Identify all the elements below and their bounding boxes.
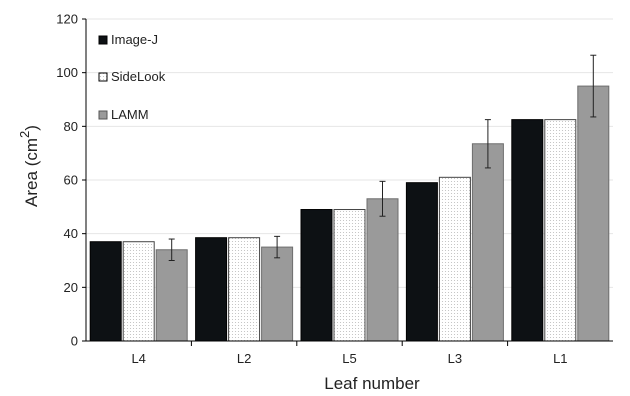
bar-image-j-l1 — [511, 119, 544, 342]
legend-label-image-j: Image-J — [111, 32, 158, 47]
bar-image-j-l5 — [300, 209, 333, 342]
legend-swatch-sidelook — [98, 72, 108, 82]
y-tick-label: 40 — [64, 226, 78, 241]
bar-image-j-l3 — [405, 182, 438, 342]
bar-image-j-l2 — [195, 237, 228, 342]
bars — [89, 85, 610, 342]
axes: 0 20 40 60 80 100 120 L4 L2 L5 L3 L1 — [56, 12, 613, 366]
legend-swatch-image-j — [98, 35, 108, 45]
y-axis-label: Area (cm2) — [17, 125, 41, 207]
bar-sidelook-l5 — [333, 209, 366, 342]
x-tick-label: L2 — [237, 351, 251, 366]
bar-lamm-l1 — [577, 85, 610, 342]
y-tick-label: 120 — [56, 12, 78, 27]
bar-lamm-l4 — [155, 249, 188, 342]
error-bars — [168, 54, 597, 261]
bar-sidelook-l4 — [122, 241, 155, 342]
bar-lamm-l3 — [471, 143, 504, 342]
bar-sidelook-l3 — [438, 176, 471, 342]
legend-swatch-lamm — [98, 110, 108, 120]
bar-image-j-l4 — [89, 241, 122, 342]
bar-sidelook-l2 — [228, 237, 261, 342]
y-tick-label: 0 — [71, 334, 78, 349]
x-axis-label: Leaf number — [324, 374, 420, 393]
y-tick-label: 60 — [64, 173, 78, 188]
legend-label-sidelook: SideLook — [111, 69, 166, 84]
x-tick-label: L5 — [342, 351, 356, 366]
bar-lamm-l5 — [366, 198, 399, 342]
bar-sidelook-l1 — [544, 119, 577, 342]
x-tick-label: L4 — [131, 351, 145, 366]
y-tick-label: 80 — [64, 119, 78, 134]
bar-lamm-l2 — [261, 246, 294, 342]
x-tick-label: L3 — [448, 351, 462, 366]
y-tick-label: 100 — [56, 65, 78, 80]
legend-label-lamm: LAMM — [111, 107, 149, 122]
x-tick-label: L1 — [553, 351, 567, 366]
y-tick-label: 20 — [64, 280, 78, 295]
legend: Image-J SideLook LAMM — [98, 32, 166, 122]
